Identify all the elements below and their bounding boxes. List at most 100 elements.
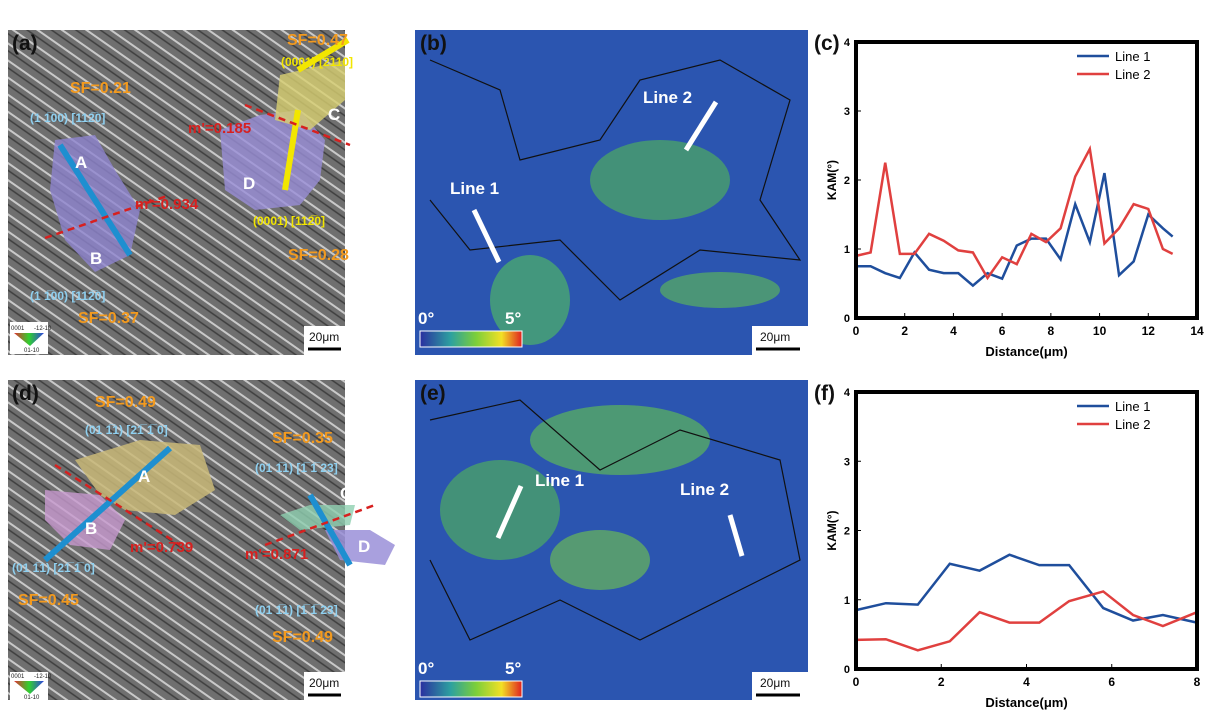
colorbar <box>419 680 523 698</box>
grain <box>75 440 215 515</box>
y-axis-label: KAM(°) <box>825 510 839 550</box>
m-prime: m'=0.739 <box>130 539 193 556</box>
scale-bar-label: 20μm <box>760 330 790 344</box>
sf: SF=0.47 <box>287 32 348 49</box>
key-label: 01-10 <box>24 695 40 701</box>
slip-system: (0001) [2̅110] <box>281 55 353 69</box>
key-label: -12-10 <box>34 674 52 680</box>
line-label: Line 1 <box>535 471 584 490</box>
intersection <box>54 463 181 547</box>
grain-boundary <box>429 399 801 641</box>
ipf-triangle <box>14 333 44 346</box>
y-tick-label: 0 <box>844 313 850 325</box>
grain-label: B <box>85 519 97 538</box>
grain-label: D <box>358 537 370 556</box>
trace <box>307 493 353 567</box>
panel-label: (f) <box>814 382 835 405</box>
panel-a: (a) SF=0.47 (0001) [2̅110] SF=0.21 (1 1̅… <box>8 30 353 355</box>
colorbar-label: 0° <box>418 659 434 678</box>
slip-system: (01 1̅1) [1̅ 1̅ 23] <box>255 461 338 475</box>
y-tick-label: 1 <box>844 244 850 256</box>
slip-system: (01 1̅1) [21̅ 1̅ 0] <box>85 423 168 437</box>
key-label: 01-10 <box>24 348 40 354</box>
intersection <box>44 193 171 240</box>
panel-label: (e) <box>420 382 446 405</box>
slip-system: (0001) [112̅0] <box>253 214 325 228</box>
panel-b: (b) Line 2 Line 1 0° 5° 20μm <box>415 30 808 355</box>
line-trace <box>495 484 524 540</box>
key-label: 0001 <box>11 326 25 332</box>
kam-region <box>660 272 780 308</box>
sf: SF=0.37 <box>78 310 139 327</box>
data-line <box>855 553 1198 624</box>
slip-system: (01 1̅1) [1̅ 1̅ 23] <box>255 603 338 617</box>
intersection <box>264 503 376 547</box>
grain-label: C <box>340 484 352 503</box>
colorbar <box>419 330 523 348</box>
kam-region <box>490 255 570 345</box>
y-tick-label: 0 <box>844 664 850 676</box>
grain-label: A <box>138 467 150 486</box>
x-tick-label: 10 <box>1093 324 1107 338</box>
slip-system: (01 1̅1) [21̅ 1̅ 0] <box>12 561 95 575</box>
grain-label: A <box>75 153 87 172</box>
panel-label: (d) <box>12 382 39 405</box>
x-tick-label: 14 <box>1190 324 1204 338</box>
x-tick-label: 8 <box>1194 675 1201 689</box>
y-tick-label: 2 <box>844 175 850 187</box>
y-tick-label: 3 <box>844 456 850 468</box>
sf: SF=0.35 <box>272 430 333 447</box>
x-tick-label: 4 <box>950 324 957 338</box>
x-tick-label: 6 <box>1108 675 1115 689</box>
x-tick-label: 8 <box>1048 324 1055 338</box>
key-label: 0001 <box>11 674 25 680</box>
key-label: -12-10 <box>34 326 52 332</box>
legend-label: Line 2 <box>1115 417 1150 432</box>
panel-label: (a) <box>12 32 38 55</box>
sf: SF=0.45 <box>18 592 79 609</box>
x-tick-label: 0 <box>853 324 860 338</box>
trace <box>42 445 173 563</box>
slip-system: (1 1̅00) [112̅0] <box>30 111 105 125</box>
scale-bar-label: 20μm <box>760 676 790 690</box>
legend-label: Line 1 <box>1115 49 1150 64</box>
grain-label: C <box>328 105 340 124</box>
x-axis-label: Distance(μm) <box>985 344 1067 359</box>
panel-label: (c) <box>814 32 840 55</box>
m-prime: m'=0.185 <box>188 120 251 137</box>
y-tick-label: 3 <box>844 106 850 118</box>
trace <box>296 37 350 73</box>
x-tick-label: 2 <box>901 324 908 338</box>
intersection <box>244 103 351 147</box>
scale-bar-label: 20μm <box>309 676 339 690</box>
grain <box>275 60 345 130</box>
x-tick-label: 0 <box>853 675 860 689</box>
grain <box>280 505 355 530</box>
plot-frame <box>854 40 1199 320</box>
x-tick-label: 4 <box>1023 675 1030 689</box>
x-tick-label: 12 <box>1142 324 1156 338</box>
x-axis-label: Distance(μm) <box>985 695 1067 710</box>
sf: SF=0.28 <box>288 247 349 264</box>
trace <box>57 143 133 257</box>
panel-d: (d) SF=0.49 (01 1̅1) [21̅ 1̅ 0] SF=0.35 … <box>8 380 395 701</box>
grain <box>220 110 325 210</box>
colorbar-label: 5° <box>505 659 521 678</box>
y-tick-label: 2 <box>844 526 850 538</box>
sf: SF=0.49 <box>95 394 156 411</box>
legend-label: Line 2 <box>1115 67 1150 82</box>
panel-label: (b) <box>420 32 447 55</box>
grain-label: D <box>243 174 255 193</box>
y-tick-label: 4 <box>844 387 851 399</box>
m-prime: m'=0.934 <box>135 196 199 213</box>
kam-region <box>440 460 560 560</box>
grain-label: B <box>90 249 102 268</box>
line-trace <box>727 514 745 557</box>
colorbar-label: 0° <box>418 309 434 328</box>
line-trace <box>471 208 502 264</box>
line-label: Line 2 <box>680 480 729 499</box>
y-axis-label: KAM(°) <box>825 160 839 200</box>
kam-region <box>590 140 730 220</box>
colorbar-label: 5° <box>505 309 521 328</box>
y-tick-label: 1 <box>844 595 850 607</box>
